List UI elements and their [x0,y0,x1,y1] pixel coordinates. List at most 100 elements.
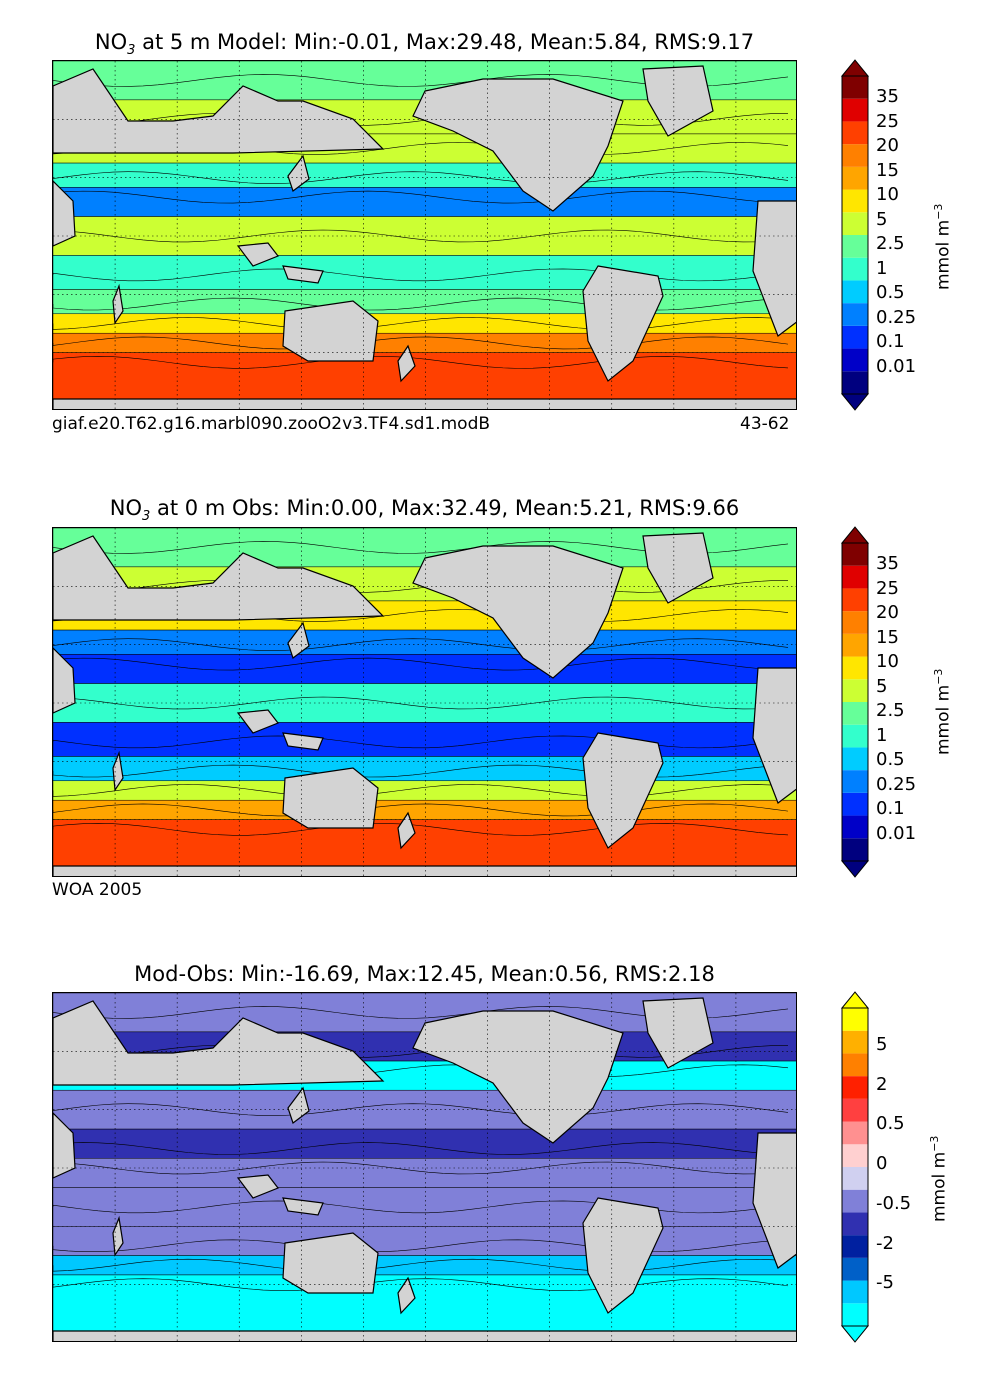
title-text: NO [109,496,143,520]
land-mass [287,1086,310,1124]
colorbar-segment [842,144,868,167]
zonal-band [53,1158,796,1188]
land-mass [53,398,796,409]
colorbar-segment [842,235,868,258]
land-mass [397,811,416,850]
colorbar-segment [842,1008,868,1031]
contour-line [53,784,789,797]
colorbar-segment [842,1303,868,1326]
colorbar-tick-label: 5 [876,1033,888,1055]
land-mass [53,865,796,876]
land-mass [236,1174,279,1199]
zonal-band [53,756,796,782]
panel-title: NO3 at 0 m Obs: Min:0.00, Max:32.49, Mea… [52,496,797,524]
colorbar-segment [842,679,868,702]
colorbar-segment [842,1167,868,1190]
zonal-band [53,1089,796,1130]
land-mass [752,667,796,804]
land-mass [287,154,310,192]
colorbar-tick-label: 0.01 [876,822,917,844]
colorbar-segment [842,303,868,326]
title-text: Mod-Obs: Min:-16.69, Max:12.45, Mean:0.5… [134,962,715,986]
title-subscript: 3 [142,509,151,525]
colorbar-segment [842,747,868,771]
colorbar-segment [842,76,868,99]
land-mass [53,647,76,714]
colorbar-extend-min [840,1325,870,1343]
zonal-band [53,722,796,757]
colorbar-segment [842,1280,868,1304]
colorbar [840,526,870,878]
land-mass [752,1132,796,1269]
colorbar-segment [842,1076,868,1099]
land-mass [112,283,124,325]
colorbar-tick-label: 0.5 [876,1113,905,1135]
colorbar-tick-label: -5 [876,1272,894,1294]
zonal-band [53,313,796,334]
colorbar-tick-label: 0.25 [876,773,917,795]
contour-line [53,229,789,243]
colorbar-tick-label: 1 [876,257,888,279]
colorbar-segment [842,724,868,748]
colorbar-segment [842,98,868,122]
zonal-band [53,1187,796,1227]
colorbar [840,59,870,411]
contour-line [53,171,789,184]
colorbar-segment [842,1053,868,1077]
colorbar-segment [842,565,868,589]
land-mass [53,1000,385,1086]
colorbar-segment [842,1235,868,1258]
colorbar-segment [842,1212,868,1236]
colorbar-segment [842,166,868,190]
colorbar-tick-label: 20 [876,602,899,624]
colorbar-tick-label: 25 [876,577,899,599]
colorbar-segment [842,702,868,725]
colorbar [840,991,870,1343]
colorbar-extend-min [840,393,870,411]
colorbar-svg [840,991,870,1343]
colorbar-tick-label: 1 [876,724,888,746]
colorbar-segment [842,1030,868,1054]
zonal-band [53,683,796,723]
colorbar-svg [840,526,870,878]
zonal-band [53,216,796,256]
colorbar-segment [842,611,868,634]
colorbar-segment [842,815,868,839]
colorbar-segment [842,656,868,680]
zonal-band [53,654,796,684]
contour-line [53,317,789,330]
colorbar-unit: mmol m−3 [932,203,954,290]
colorbar-tick-label: 0.1 [876,331,905,353]
colorbar-tick-label: -2 [876,1232,894,1254]
contour-line [53,735,789,749]
colorbar-tick-label: 0.5 [876,749,905,771]
contour-line [53,336,789,350]
land-mass [282,767,379,829]
colorbar-segment [842,838,868,861]
panel-title: Mod-Obs: Min:-16.69, Max:12.45, Mean:0.5… [52,962,797,986]
land-mass [752,200,796,337]
colorbar-segment [842,257,868,281]
contour-line [53,356,789,369]
colorbar-unit: mmol m−3 [928,1135,950,1222]
land-mass [282,1232,379,1294]
colorbar-segment [842,371,868,394]
land-mass [236,242,279,267]
land-mass [53,180,76,247]
contour-line [53,297,789,311]
contour-line [53,764,789,778]
contour-line [53,190,789,204]
land-mass [642,65,714,137]
contour-line [53,1103,789,1116]
colorbar-tick-label: 0.25 [876,306,917,328]
contour-line [53,823,789,836]
colorbar-extend-max [840,59,870,77]
contour-line [53,657,789,671]
colorbar-segment [842,280,868,304]
colorbar-segment [842,1098,868,1122]
colorbar-segment [842,633,868,657]
panel-title: NO3 at 5 m Model: Min:-0.01, Max:29.48, … [52,30,797,58]
colorbar-segment [842,588,868,612]
zonal-band [53,629,796,655]
colorbar-extend-min [840,860,870,878]
